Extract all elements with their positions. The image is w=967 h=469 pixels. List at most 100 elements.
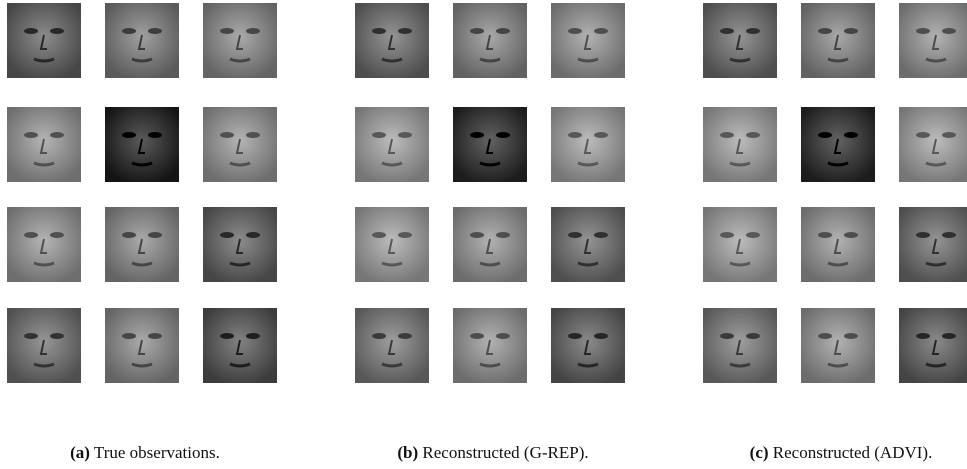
face-background: [703, 308, 777, 383]
face-image: [203, 308, 277, 383]
face-image: [355, 107, 429, 182]
eye: [568, 232, 582, 238]
face-background: [703, 207, 777, 282]
eye: [942, 28, 956, 34]
eye: [844, 232, 858, 238]
eye: [916, 232, 930, 238]
eye: [122, 132, 136, 138]
face-image: [899, 207, 967, 282]
eye: [496, 232, 510, 238]
eye: [720, 132, 734, 138]
eye: [720, 28, 734, 34]
eye: [24, 132, 38, 138]
eye: [746, 132, 760, 138]
face-image: [355, 308, 429, 383]
face-image: [355, 207, 429, 282]
eye: [844, 333, 858, 339]
eye: [398, 28, 412, 34]
eye: [818, 232, 832, 238]
caption-label: (a): [70, 443, 90, 462]
face-image: [801, 207, 875, 282]
eye: [720, 232, 734, 238]
eye: [246, 333, 260, 339]
caption: (b) Reconstructed (G-REP).: [353, 443, 633, 463]
face-background: [355, 3, 429, 78]
panel-c: (c) Reconstructed (ADVI).: [701, 0, 967, 469]
eye: [148, 333, 162, 339]
eye: [746, 28, 760, 34]
face-background: [453, 308, 527, 383]
eye: [246, 132, 260, 138]
face-image: [105, 107, 179, 182]
eye: [220, 132, 234, 138]
eye: [50, 28, 64, 34]
face-background: [551, 207, 625, 282]
face-background: [703, 107, 777, 182]
eye: [746, 232, 760, 238]
face-background: [801, 207, 875, 282]
eye: [818, 132, 832, 138]
face-background: [551, 308, 625, 383]
face-image: [703, 3, 777, 78]
eye: [372, 232, 386, 238]
eye: [916, 333, 930, 339]
face-image: [551, 3, 625, 78]
face-image: [899, 308, 967, 383]
eye: [568, 333, 582, 339]
face-background: [203, 308, 277, 383]
eye: [246, 232, 260, 238]
face-image: [7, 207, 81, 282]
face-background: [7, 207, 81, 282]
eye: [746, 333, 760, 339]
face-image: [899, 107, 967, 182]
face-background: [7, 308, 81, 383]
face-image: [551, 107, 625, 182]
face-background: [355, 107, 429, 182]
face-image: [703, 308, 777, 383]
face-image: [703, 207, 777, 282]
eye: [372, 132, 386, 138]
face-image: [551, 207, 625, 282]
eye: [398, 333, 412, 339]
face-background: [899, 308, 967, 383]
eye: [50, 132, 64, 138]
caption-label: (b): [397, 443, 418, 462]
face-image: [105, 3, 179, 78]
eye: [50, 333, 64, 339]
eye: [24, 232, 38, 238]
eye: [470, 333, 484, 339]
eye: [720, 333, 734, 339]
eye: [372, 28, 386, 34]
caption: (c) Reconstructed (ADVI).: [701, 443, 967, 463]
face-image: [453, 107, 527, 182]
page: (a) True observations. (b) Reconstructed…: [0, 0, 967, 469]
eye: [594, 132, 608, 138]
face-image: [105, 308, 179, 383]
face-background: [551, 3, 625, 78]
eye: [398, 232, 412, 238]
face-background: [899, 207, 967, 282]
face-background: [453, 207, 527, 282]
eye: [496, 132, 510, 138]
panel-b: (b) Reconstructed (G-REP).: [353, 0, 633, 469]
eye: [594, 232, 608, 238]
face-image: [899, 3, 967, 78]
eye: [148, 28, 162, 34]
face-background: [703, 3, 777, 78]
caption-text: Reconstructed (G-REP).: [422, 443, 588, 462]
face-background: [203, 207, 277, 282]
eye: [122, 28, 136, 34]
eye: [372, 333, 386, 339]
face-background: [105, 207, 179, 282]
eye: [568, 28, 582, 34]
eye: [496, 333, 510, 339]
eye: [496, 28, 510, 34]
eye: [24, 28, 38, 34]
eye: [50, 232, 64, 238]
face-background: [203, 3, 277, 78]
eye: [470, 28, 484, 34]
face-background: [801, 107, 875, 182]
eye: [942, 232, 956, 238]
face-background: [801, 308, 875, 383]
eye: [148, 132, 162, 138]
